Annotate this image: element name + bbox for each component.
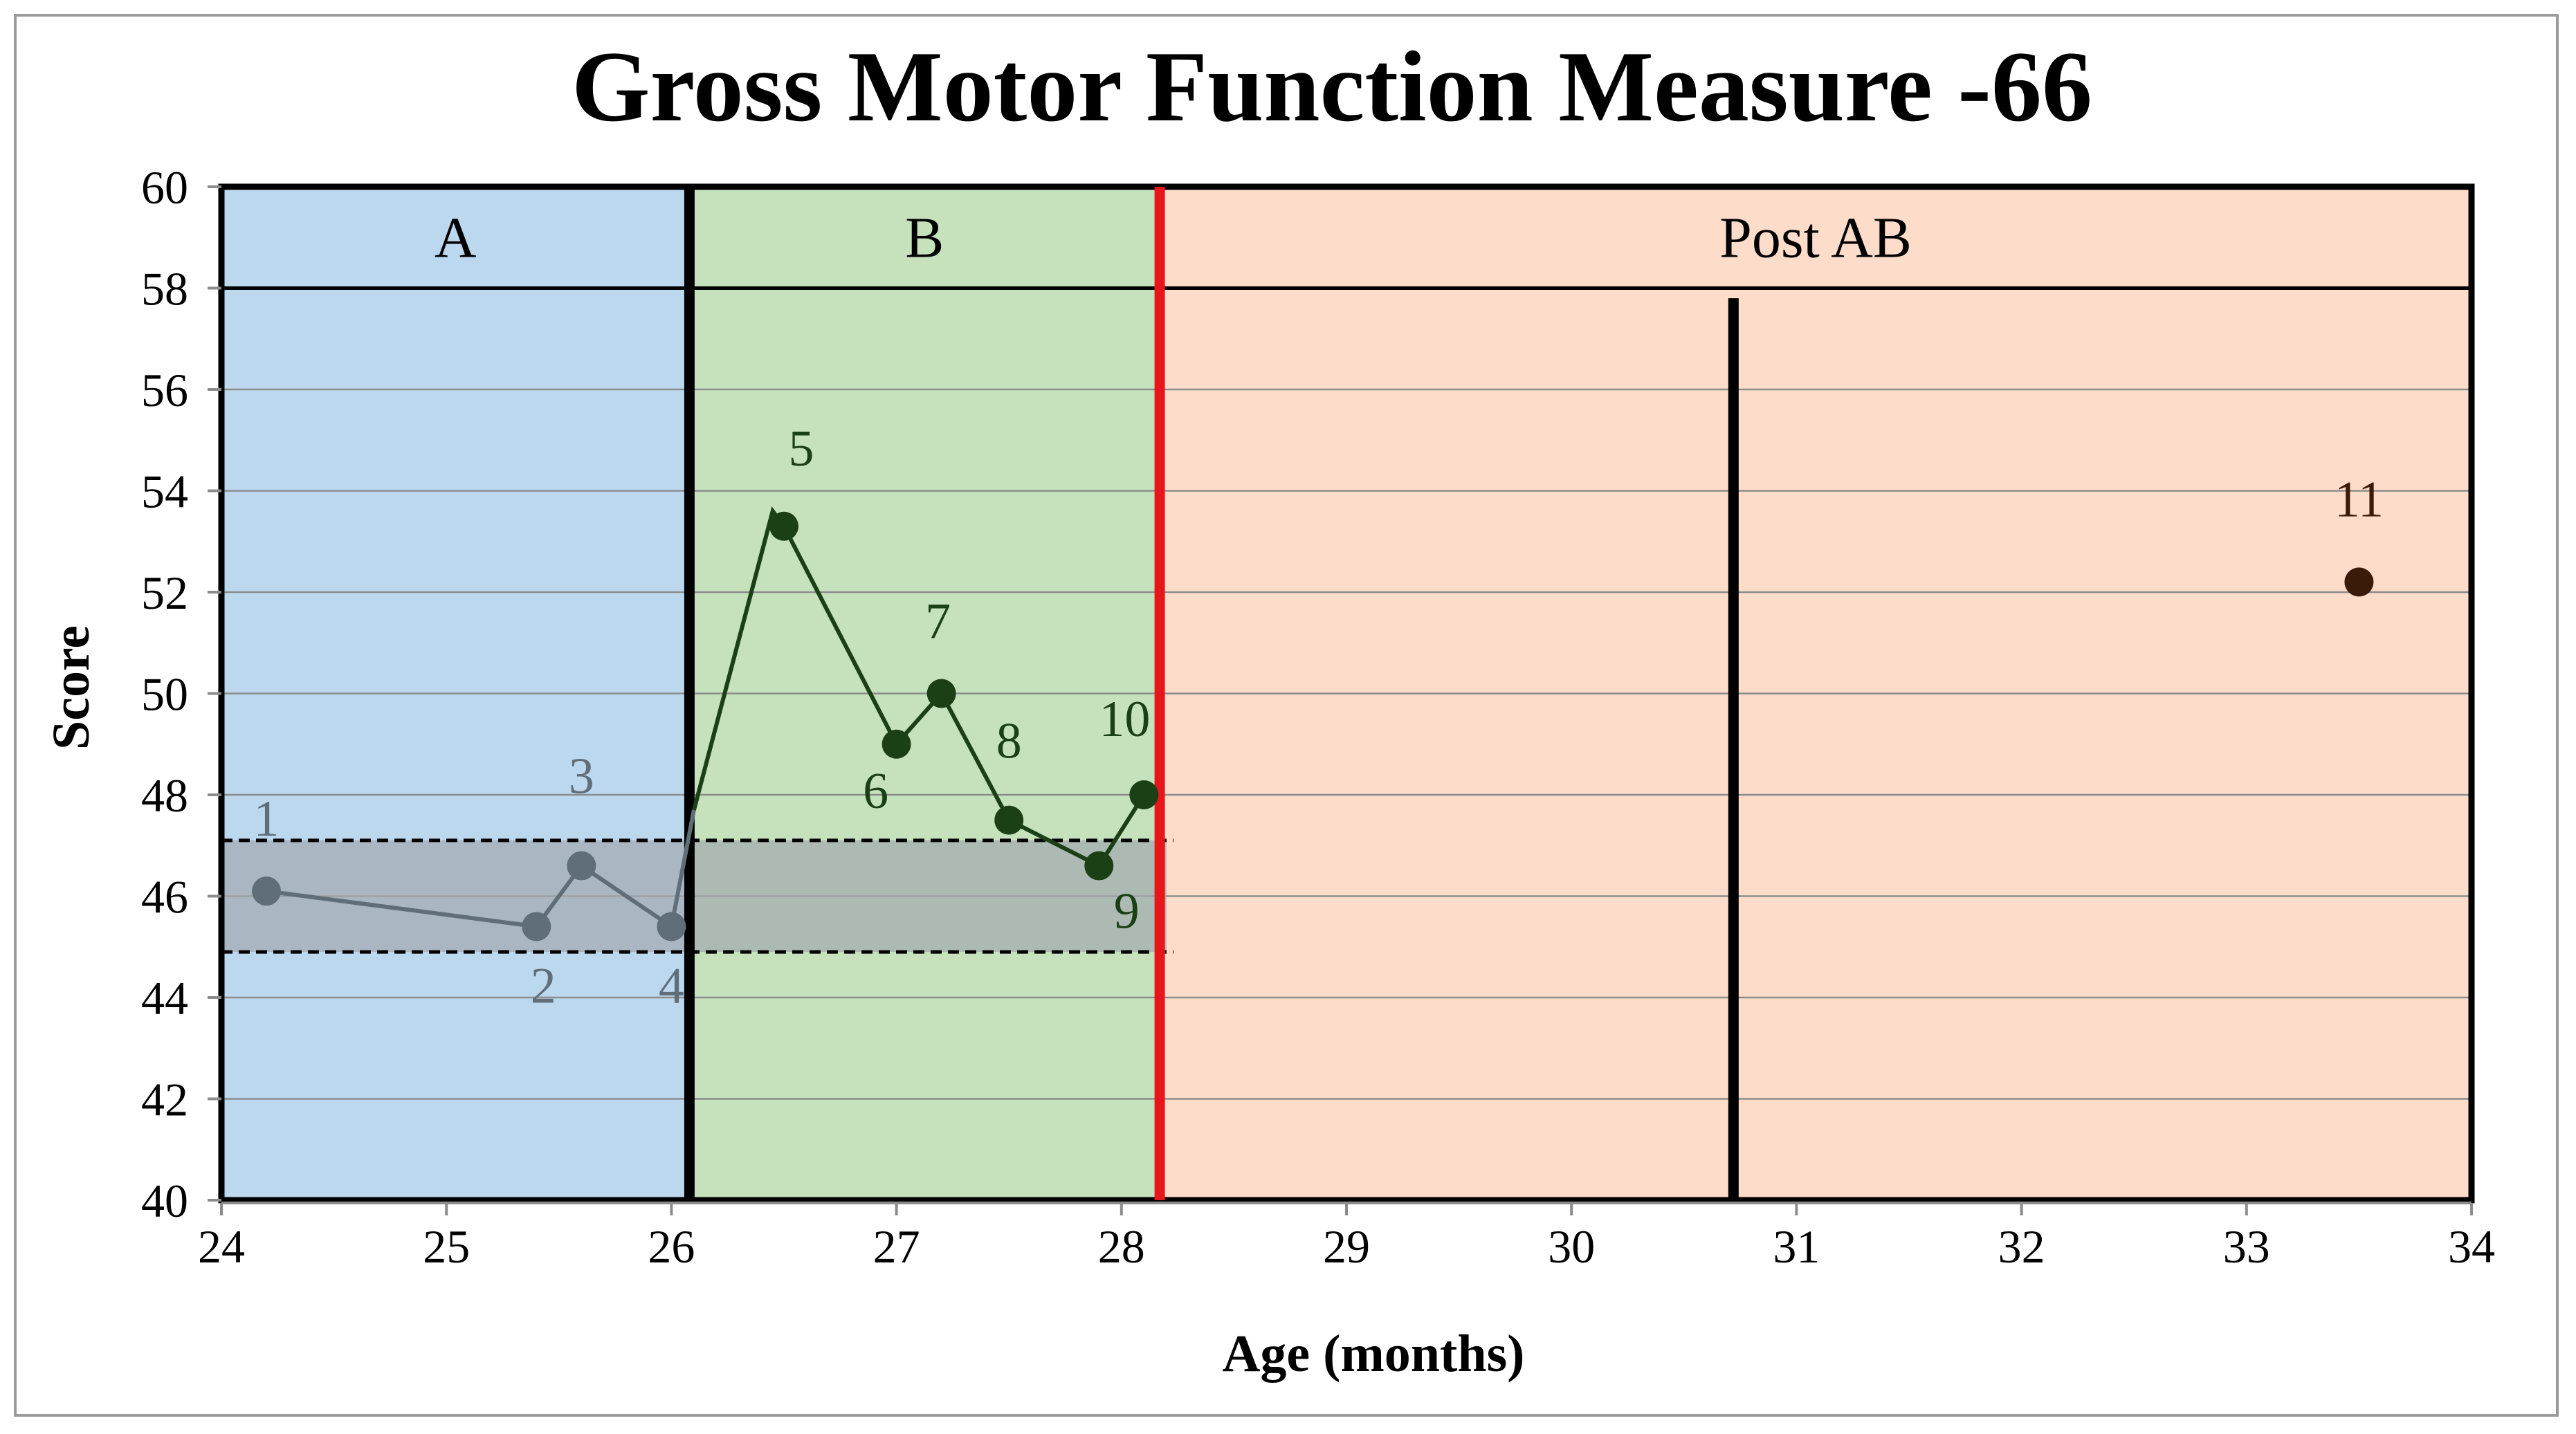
data-label-8: 8	[996, 713, 1022, 770]
data-label-6: 6	[863, 763, 888, 820]
x-axis-title: Age (months)	[1223, 1325, 1525, 1383]
y-tick-label-48: 48	[141, 769, 188, 822]
y-tick-label-56: 56	[141, 364, 188, 416]
y-tick-label-44: 44	[141, 972, 188, 1024]
y-tick-label-52: 52	[141, 567, 188, 619]
phase-label-B: B	[905, 205, 944, 270]
data-point-9	[1084, 851, 1114, 881]
phase-label-A: A	[435, 205, 477, 270]
y-tick-label-46: 46	[141, 871, 188, 923]
x-tick-label-27: 27	[873, 1220, 920, 1273]
x-tick-label-32: 32	[1998, 1220, 2045, 1273]
phase-label-post-ab: Post AB	[1719, 205, 1912, 270]
y-axis-title: Score	[42, 625, 100, 750]
y-tick-label-42: 42	[141, 1074, 188, 1126]
data-point-4	[657, 912, 686, 941]
x-tick-label-33: 33	[2223, 1220, 2270, 1273]
y-tick-label-54: 54	[141, 466, 188, 518]
x-tick-label-29: 29	[1323, 1220, 1370, 1273]
chart-title: Gross Motor Function Measure -66	[572, 30, 2092, 143]
x-tick-label-28: 28	[1098, 1220, 1145, 1273]
x-tick-label-30: 30	[1548, 1220, 1595, 1273]
data-label-11: 11	[2335, 471, 2384, 528]
y-tick-label-60: 60	[141, 161, 188, 214]
y-tick-label-58: 58	[141, 263, 188, 315]
x-tick-label-24: 24	[198, 1220, 245, 1273]
x-tick-label-26: 26	[648, 1220, 695, 1273]
series-phase-a-line	[266, 863, 673, 929]
data-label-9: 9	[1114, 883, 1140, 940]
y-tick-label-50: 50	[141, 668, 188, 721]
series-phase-connector	[669, 809, 696, 928]
data-point-6	[881, 729, 911, 759]
y-tick-label-40: 40	[141, 1175, 188, 1227]
data-label-3: 3	[569, 748, 594, 805]
data-label-1: 1	[254, 791, 280, 847]
data-point-11	[2344, 567, 2374, 597]
data-point-2	[522, 912, 551, 941]
data-point-5	[769, 511, 798, 541]
x-tick-label-25: 25	[423, 1220, 470, 1273]
data-label-10: 10	[1099, 691, 1150, 748]
x-tick-label-31: 31	[1773, 1220, 1820, 1273]
data-label-2: 2	[531, 957, 556, 1014]
data-label-7: 7	[925, 594, 951, 650]
data-point-3	[567, 851, 596, 881]
data-point-1	[252, 876, 282, 906]
data-label-4: 4	[659, 957, 684, 1014]
data-point-8	[994, 805, 1024, 835]
data-label-5: 5	[789, 421, 814, 477]
data-point-7	[926, 679, 956, 708]
data-point-10	[1129, 780, 1159, 809]
x-tick-label-34: 34	[2448, 1220, 2495, 1273]
series-phase-b-line	[692, 506, 1146, 869]
